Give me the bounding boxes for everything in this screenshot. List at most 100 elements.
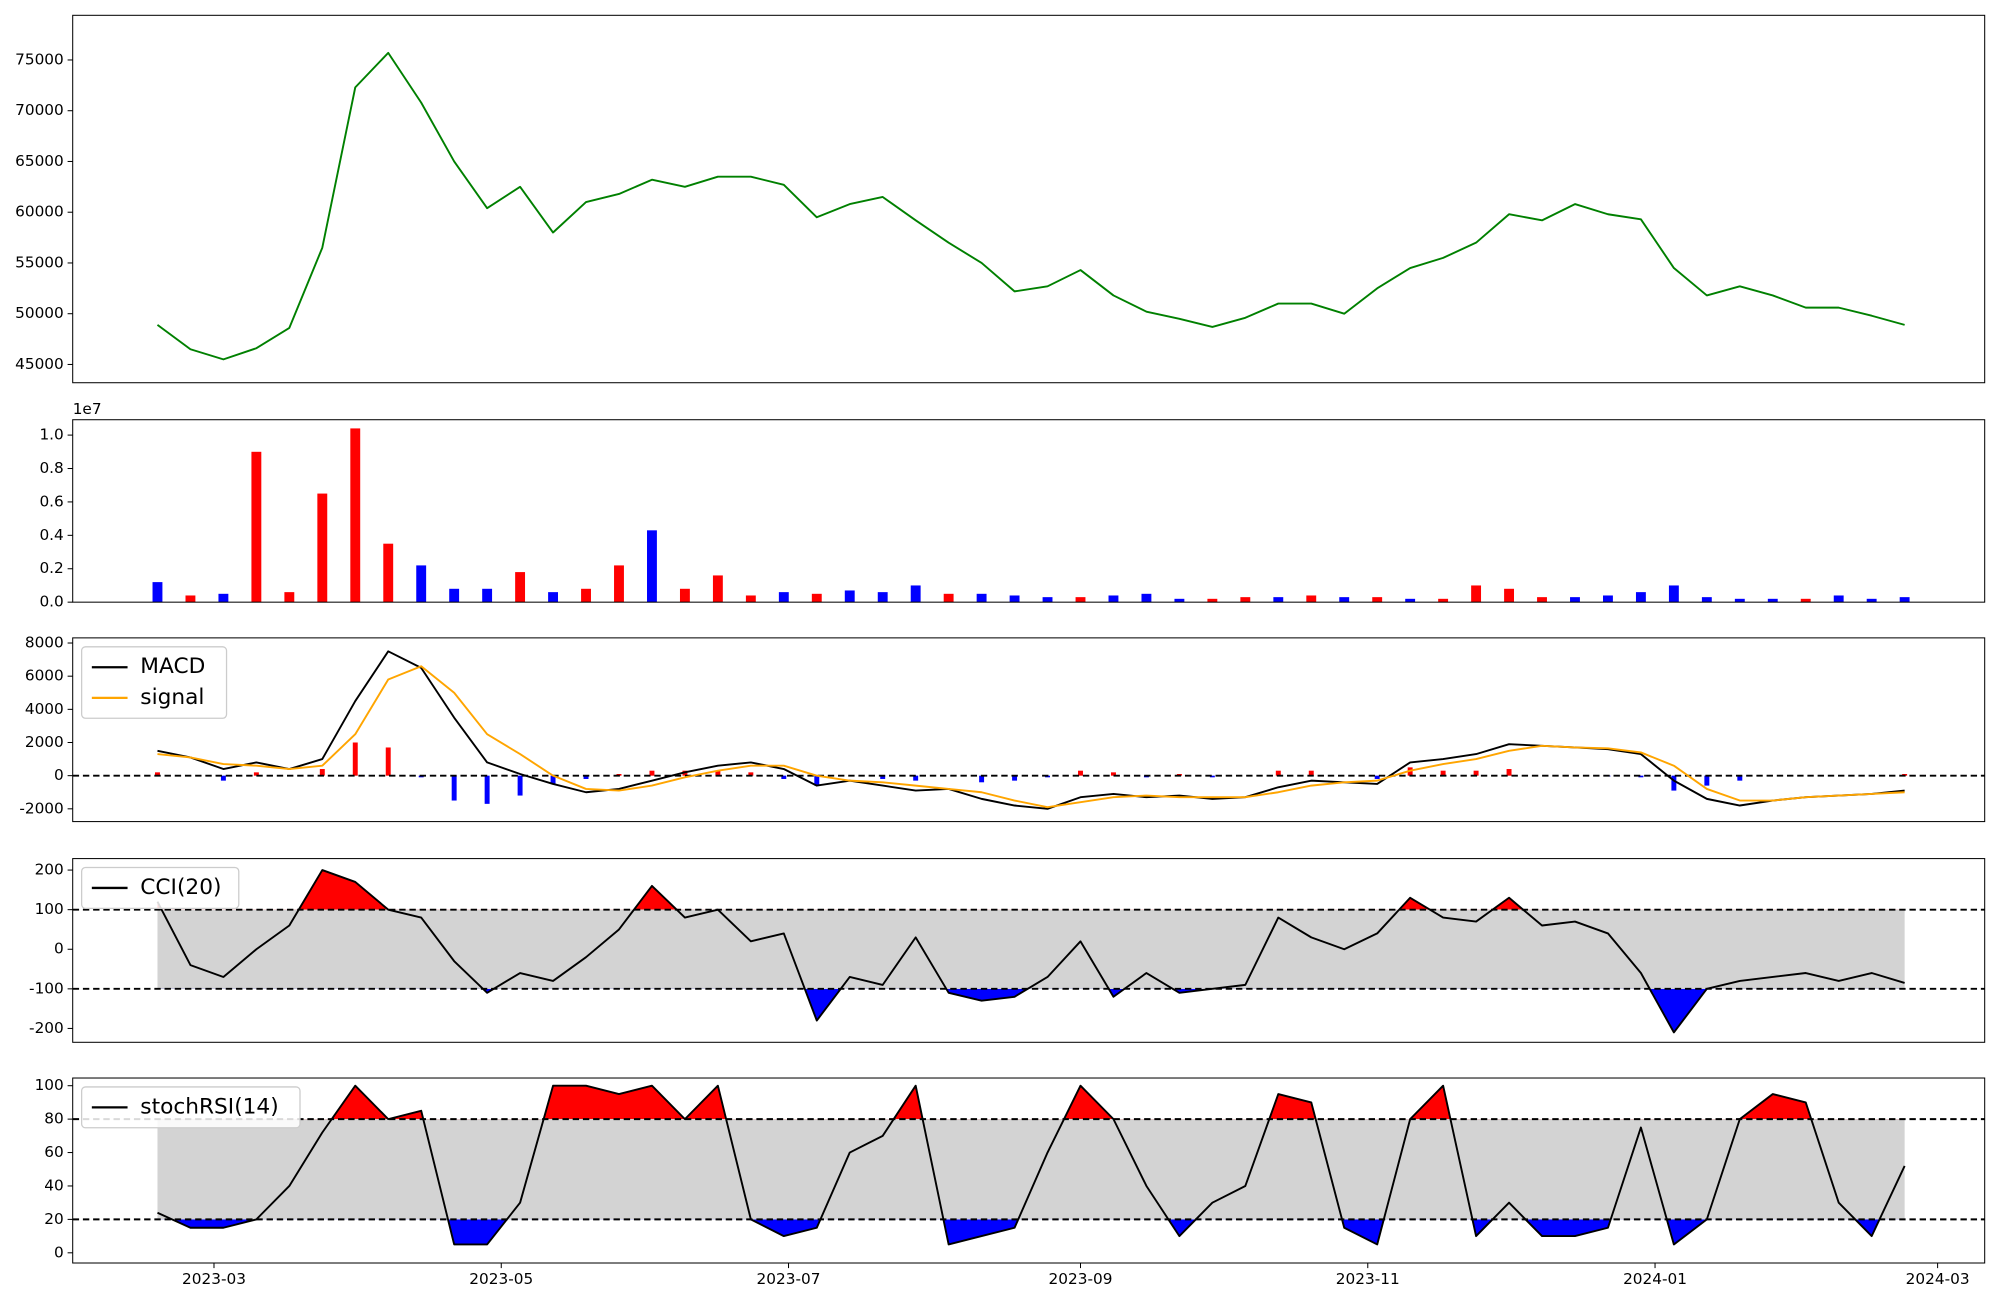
bar — [1668, 585, 1679, 603]
y-tick-label: -2000 — [19, 799, 63, 817]
y-tick-label: 100 — [35, 1076, 64, 1094]
plot-area — [152, 428, 1910, 603]
legend-box — [80, 646, 228, 719]
y-tick-label: 6000 — [25, 667, 64, 685]
histogram-bar — [484, 775, 490, 804]
x-tick-label: 2023-11 — [1336, 1270, 1400, 1288]
bar — [1899, 597, 1910, 603]
bar — [251, 451, 262, 603]
bar — [1833, 595, 1844, 603]
bar — [1603, 595, 1613, 603]
bar — [1438, 598, 1449, 603]
histogram-bar — [1506, 769, 1512, 776]
bar — [647, 530, 657, 603]
line — [157, 665, 1905, 809]
plot-area — [156, 51, 1905, 361]
upper-fill — [331, 1085, 1812, 1120]
y-tick-label: 80 — [44, 1110, 63, 1128]
axes-frame — [72, 14, 1986, 384]
bar — [1339, 597, 1350, 603]
axes-frame — [72, 1077, 1986, 1264]
legend-box — [80, 1086, 301, 1129]
y-tick-label: 0 — [54, 766, 64, 784]
bar — [1800, 598, 1811, 603]
legend-label: signal — [140, 685, 204, 710]
bar — [284, 592, 295, 603]
legend-box — [80, 866, 240, 909]
bar — [1306, 595, 1317, 603]
bar — [152, 582, 163, 603]
bar — [1471, 585, 1482, 603]
y-tick-label: 70000 — [15, 101, 64, 119]
y-tick-label: 4000 — [25, 700, 64, 718]
bar — [1537, 597, 1547, 603]
histogram-bar — [517, 775, 523, 796]
bar — [877, 592, 888, 603]
y-tick-label: 2000 — [25, 733, 64, 751]
histogram-bar — [583, 775, 589, 779]
offset-text: 1e7 — [73, 400, 102, 418]
y-tick-label: 20 — [44, 1210, 63, 1228]
y-tick-label: 60000 — [15, 203, 64, 221]
histogram-bar — [253, 772, 259, 776]
bar — [1504, 588, 1514, 603]
histogram-bar — [154, 772, 160, 776]
bar — [910, 585, 921, 603]
plot-area — [72, 1084, 1985, 1246]
y-tick-label: 0.2 — [39, 559, 63, 577]
bar — [1207, 598, 1218, 603]
bar — [416, 565, 427, 603]
histogram-bar — [748, 772, 754, 776]
x-tick-label: 2024-01 — [1623, 1270, 1687, 1288]
histogram-bar — [1275, 770, 1281, 776]
y-tick-label: 40 — [44, 1176, 63, 1194]
x-tick-label: 2023-09 — [1049, 1270, 1113, 1288]
bar — [515, 572, 526, 603]
histogram-bar — [814, 775, 820, 786]
panel: 45000 50000 55000 60000 65000 70000 75000 — [15, 14, 1986, 384]
bar — [548, 592, 559, 603]
y-tick-label: 200 — [35, 861, 64, 879]
bar — [1108, 595, 1119, 603]
histogram-bar — [1308, 770, 1314, 776]
line — [156, 51, 1905, 361]
panel: 0 20 40 60 80 100 2023-03 2023-05 2023-07 2023-09… — [35, 1076, 1986, 1288]
panel: -2000 0 2000 4000 6000 8000 MACD signal — [19, 634, 1986, 823]
line — [157, 1084, 1906, 1246]
bar — [1141, 593, 1152, 603]
y-tick-label: 0 — [54, 940, 64, 958]
histogram-bar — [1737, 775, 1743, 781]
bar — [1767, 598, 1778, 603]
y-tick-label: -200 — [29, 1019, 64, 1037]
panel: 0.0 0.2 0.4 0.6 0.8 1.0 1e7 — [39, 400, 1986, 611]
histogram-bar — [220, 775, 226, 781]
legend: CCI(20) — [80, 866, 240, 909]
bar — [1405, 598, 1416, 603]
legend: stochRSI(14) — [80, 1086, 301, 1129]
y-tick-label: 50000 — [15, 304, 64, 322]
bar — [1009, 595, 1020, 603]
legend-label: CCI(20) — [140, 875, 221, 900]
y-tick-label: 0.8 — [39, 459, 63, 477]
bar — [1042, 597, 1053, 603]
y-tick-label: 0.6 — [39, 492, 63, 510]
histogram-bar — [352, 742, 358, 776]
histogram-bar — [1671, 775, 1677, 791]
histogram-bar — [1440, 770, 1446, 776]
histogram-bar — [1704, 775, 1710, 786]
line — [157, 650, 1905, 810]
histogram-bar — [1638, 775, 1644, 778]
legend-label: MACD — [140, 654, 205, 679]
bar — [679, 588, 690, 603]
bar — [350, 428, 361, 603]
x-tick-label: 2023-07 — [757, 1270, 821, 1288]
histogram-bar — [451, 775, 457, 801]
y-tick-label: 55000 — [15, 253, 64, 271]
bar — [1570, 597, 1580, 603]
histogram-bar — [319, 769, 325, 776]
y-tick-label: -100 — [29, 979, 64, 997]
bar — [976, 593, 987, 603]
plot-area — [72, 650, 1985, 810]
histogram-bar — [1374, 775, 1380, 779]
y-tick-label: 65000 — [15, 152, 64, 170]
